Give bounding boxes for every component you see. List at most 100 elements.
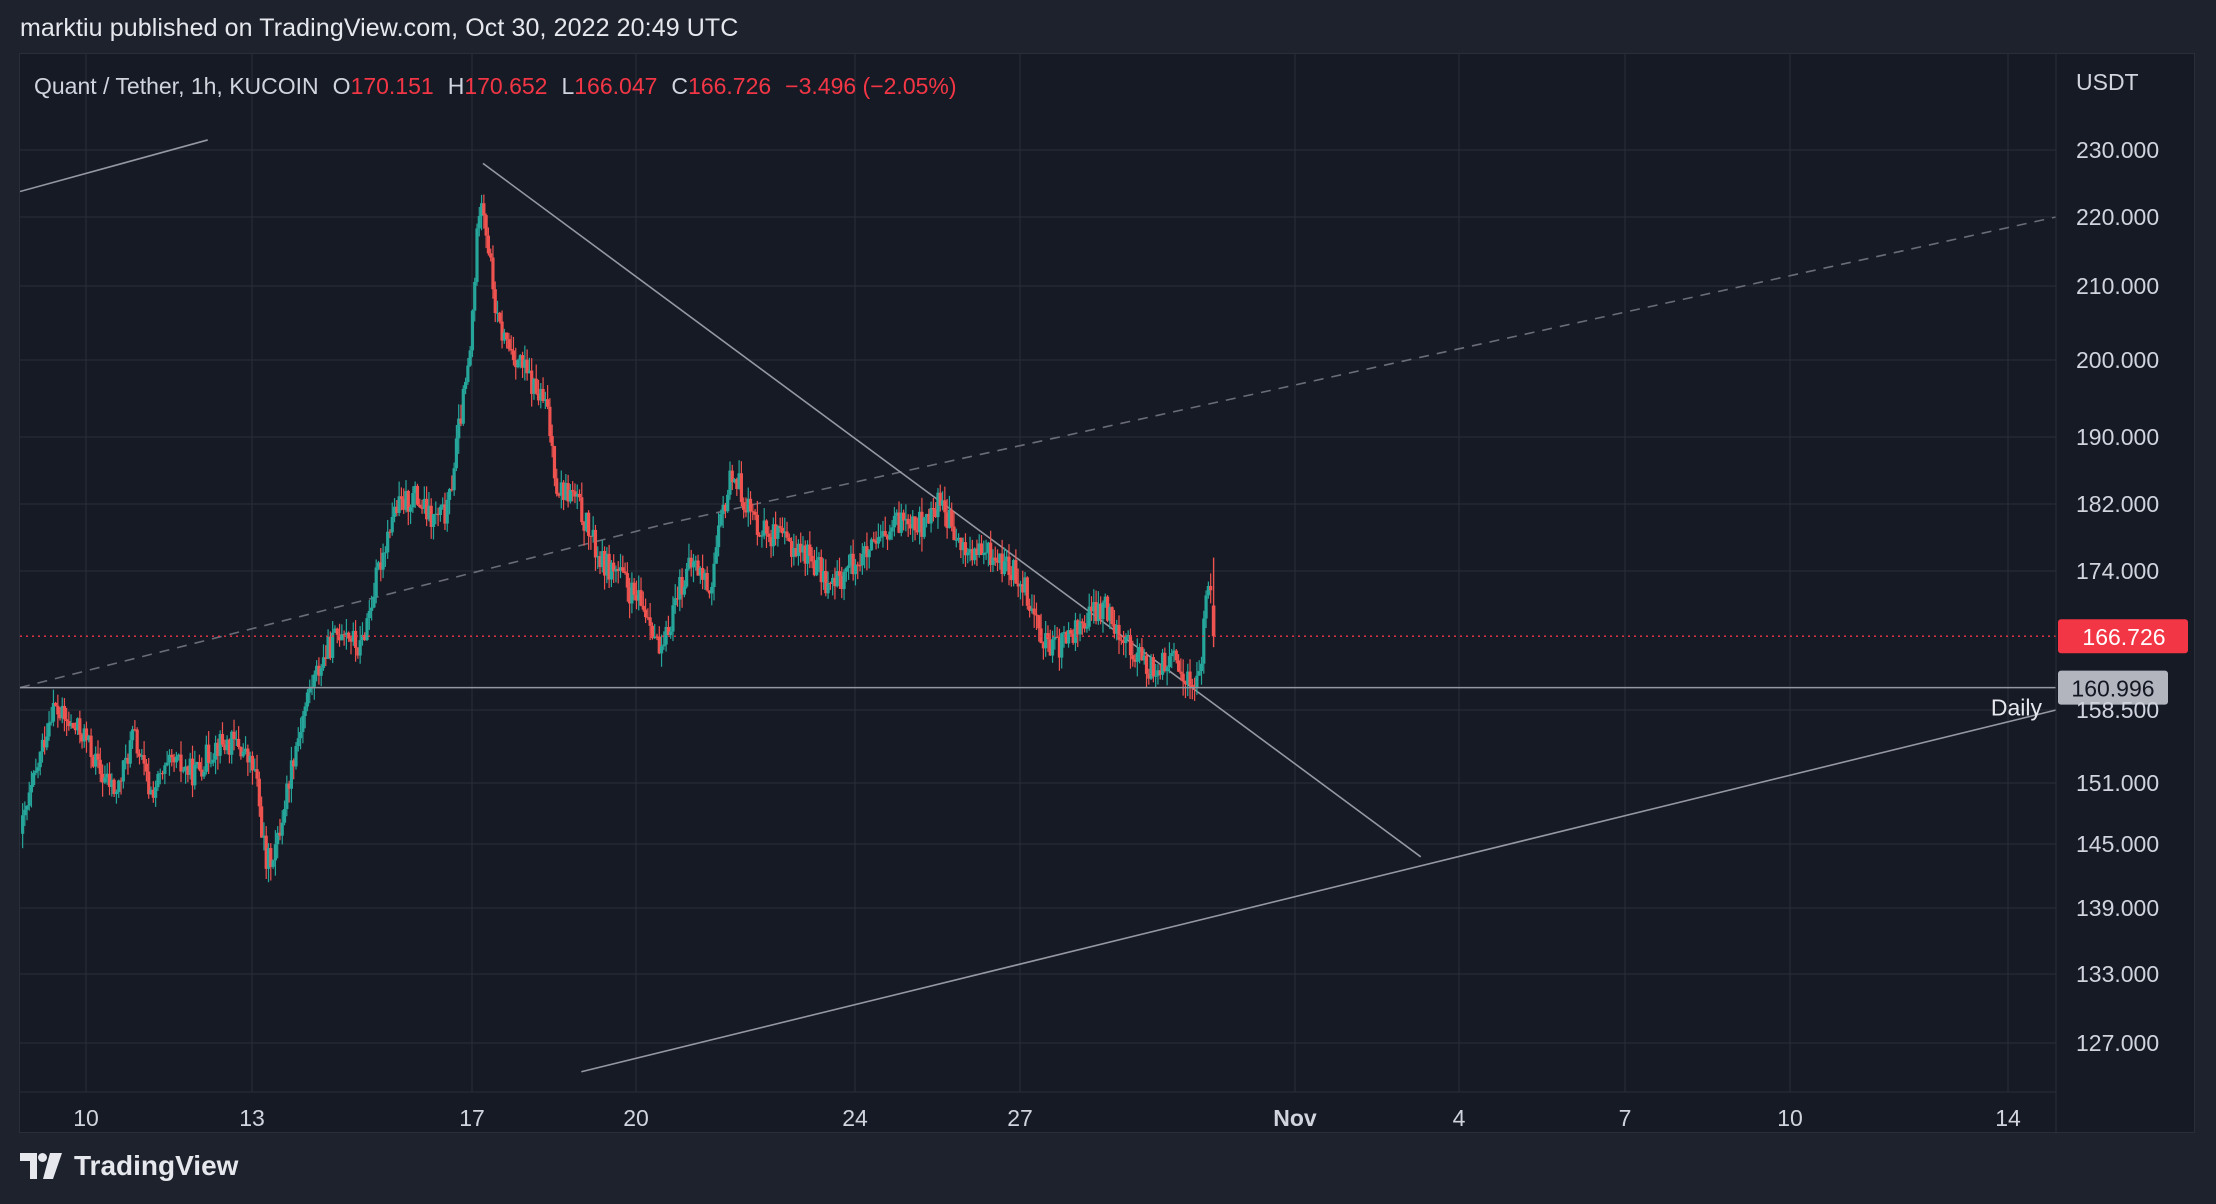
candle-body (317, 665, 321, 676)
candle-body (989, 542, 993, 565)
candle-body (1165, 667, 1169, 672)
candle (89, 728, 93, 769)
candle-body (1048, 639, 1052, 656)
candle-body (1126, 635, 1130, 637)
candle-body (324, 657, 328, 659)
candle-body (801, 545, 805, 553)
candle (803, 540, 807, 577)
tradingview-logo[interactable]: TradingView (20, 1150, 238, 1182)
candle-body (216, 742, 220, 756)
daily-level-value: 160.996 (2071, 676, 2154, 702)
candle (1174, 649, 1178, 664)
candle-body (447, 489, 452, 500)
candle-body (128, 740, 132, 764)
candle (920, 497, 924, 552)
candle-body (609, 562, 613, 580)
candle (954, 528, 958, 548)
candle (742, 497, 746, 519)
chart-canvas[interactable]: 166.726 160.996 Daily USDT 230.000 220.000 2… (20, 54, 2196, 1134)
candle-body (1005, 556, 1009, 562)
candle (1108, 603, 1112, 630)
candle (589, 535, 593, 550)
candle (737, 460, 741, 490)
candle (1014, 549, 1018, 584)
candle (1195, 661, 1199, 695)
candle-body (1138, 647, 1142, 653)
candle (243, 736, 248, 755)
candle (280, 810, 284, 845)
candle-body (1112, 624, 1117, 634)
candle (714, 535, 718, 564)
candle (45, 723, 49, 751)
candle (523, 345, 527, 381)
candle (991, 549, 995, 573)
candle (509, 335, 513, 355)
candle (358, 626, 362, 664)
candle (664, 620, 668, 652)
candle-body (1167, 656, 1172, 668)
candle (84, 721, 89, 753)
candle (1124, 633, 1128, 658)
candle-body (612, 562, 616, 572)
chart-area[interactable]: 166.726 160.996 Daily USDT 230.000 220.000 2… (19, 53, 2196, 1134)
candle-body (780, 527, 785, 534)
candle (105, 763, 109, 785)
candle-body (392, 506, 397, 517)
candle-body (789, 541, 794, 557)
candle-body (888, 531, 892, 540)
candle-body (34, 770, 38, 773)
candle-body (62, 705, 67, 720)
candle (598, 551, 602, 575)
candle (461, 385, 465, 426)
candle (1128, 628, 1133, 669)
candle (1179, 658, 1183, 681)
candle-body (319, 667, 323, 676)
candle-body (1064, 632, 1068, 644)
low-value: 166.047 (574, 73, 657, 99)
candle (204, 735, 208, 775)
candle-body (454, 438, 459, 469)
candle-body (94, 753, 98, 767)
candle-body (331, 632, 335, 658)
candle-body (470, 310, 475, 351)
y-tick-label: 145.000 (2076, 831, 2159, 857)
candle (121, 760, 125, 789)
candle-body (605, 553, 609, 576)
published-header: marktiu published on TradingView.com, Oc… (20, 14, 739, 42)
candle-body (1163, 652, 1167, 672)
low-key: L (561, 73, 574, 99)
candle-body (897, 512, 901, 533)
candle (438, 504, 442, 522)
candle (687, 543, 691, 571)
candle-body (239, 747, 243, 757)
candle-body (799, 543, 803, 553)
candle (767, 526, 771, 543)
candle-body (1101, 602, 1105, 620)
candle (225, 735, 229, 755)
candle-body (858, 565, 862, 567)
daily-level-name: Daily (1991, 695, 2043, 721)
candle (703, 569, 707, 590)
candle (1131, 640, 1135, 667)
candle-body (227, 739, 232, 755)
candle (383, 546, 387, 567)
candle (995, 549, 1000, 572)
candle (40, 733, 45, 763)
candle-body (851, 553, 855, 575)
candle-body (1160, 652, 1165, 675)
candle (801, 536, 805, 562)
candle-body (1128, 635, 1133, 656)
candle (936, 488, 940, 529)
candle-body (491, 257, 495, 290)
x-tick-label: 7 (1619, 1105, 1632, 1131)
candle-body (596, 556, 600, 558)
candle (491, 245, 495, 299)
candle (237, 726, 241, 750)
candle-body (723, 504, 728, 512)
candle-body (853, 564, 858, 575)
candle (1044, 621, 1048, 657)
candle-body (248, 755, 252, 763)
candle (347, 631, 351, 643)
candle (181, 766, 185, 774)
candle (897, 501, 901, 534)
